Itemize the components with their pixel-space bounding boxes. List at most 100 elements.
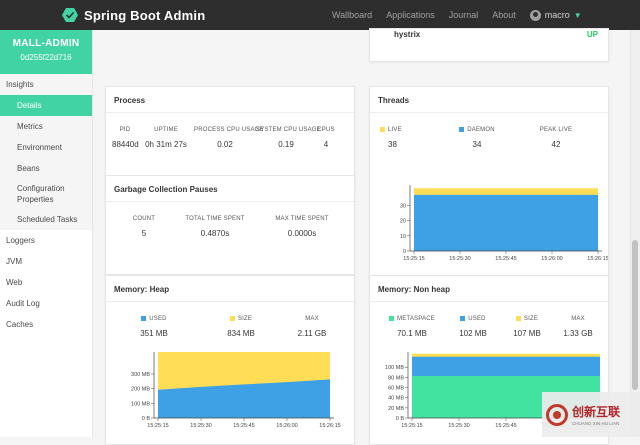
- sidebar-item-jvm[interactable]: JVM: [6, 257, 22, 266]
- y-tick-label: 300 MB: [131, 372, 150, 378]
- gc-card: Garbage Collection Pauses COUNT 5 TOTAL …: [105, 175, 355, 275]
- y-tick-label: 20 MB: [388, 406, 404, 412]
- x-tick-label: 15:25:45: [233, 423, 254, 429]
- stat-value: 102 MB: [459, 329, 487, 339]
- stat-label: DAEMON: [467, 127, 495, 134]
- scrollbar-thumb[interactable]: [632, 240, 638, 390]
- x-tick-label: 15:25:45: [495, 256, 516, 262]
- nav-link-about[interactable]: About: [492, 10, 516, 20]
- stat-value: 38: [388, 140, 397, 150]
- stat-daemon: DAEMON 34: [440, 127, 514, 149]
- watermark: 创新互联 CHUANG XIN HU LIAN: [542, 392, 640, 437]
- y-tick-label: 0 B: [396, 416, 405, 422]
- threads-card: Threads LIVE 38 DAEMON 34 PEAK LIVE 42 0…: [369, 86, 609, 278]
- stat-label: COUNT: [132, 216, 156, 222]
- x-tick-label: 15:25:15: [147, 423, 168, 429]
- size-swatch: [229, 316, 235, 321]
- stat-label: CPUS: [317, 127, 335, 133]
- stat-label: LIVE: [388, 127, 402, 134]
- stat-label: MAX: [305, 316, 319, 322]
- sidebar-item-caches[interactable]: Caches: [6, 320, 34, 329]
- y-tick-label: 60 MB: [388, 386, 404, 392]
- nav-link-wallboard[interactable]: Wallboard: [332, 10, 373, 20]
- user-menu[interactable]: macro ▼: [529, 9, 582, 21]
- x-tick-label: 15:26:00: [276, 423, 297, 429]
- application-name: MALL-ADMIN: [12, 38, 80, 49]
- watermark-cn: 创新互联: [572, 405, 621, 419]
- user-avatar-icon: [529, 9, 541, 21]
- series-area-used: [158, 379, 330, 418]
- application-header: MALL-ADMIN 0d255f22d716: [0, 30, 92, 74]
- stat-value: 42: [551, 140, 561, 149]
- x-tick-label: 15:25:15: [401, 423, 422, 429]
- stat-value: 70.1 MB: [397, 329, 427, 339]
- watermark-en: CHUANG XIN HU LIAN: [572, 421, 620, 426]
- brand-title: Spring Boot Admin: [84, 7, 206, 23]
- process-title: Process: [106, 87, 354, 113]
- x-tick-label: 15:26:15: [587, 256, 608, 262]
- stat-system-cpu: SYSTEM CPU USAGE 0.19: [256, 127, 321, 149]
- spring-boot-admin-logo-icon: [62, 8, 78, 22]
- stat-label: UPTIME: [154, 127, 178, 133]
- nav-link-journal[interactable]: Journal: [448, 10, 479, 20]
- x-tick-label: 15:25:45: [495, 423, 516, 429]
- sidebar-item-beans[interactable]: Beans: [0, 158, 92, 179]
- stat-nonheap-size: SIZE 107 MB: [504, 316, 550, 338]
- stat-metaspace: METASPACE 70.1 MB: [382, 316, 442, 338]
- y-tick-label: 30: [400, 203, 406, 209]
- sidebar-item-audit-log[interactable]: Audit Log: [6, 299, 40, 308]
- y-tick-label: 40 MB: [388, 396, 404, 402]
- stat-value: 2.11 GB: [297, 329, 327, 338]
- y-tick-label: 0: [403, 249, 406, 255]
- stat-value: 0.02: [217, 140, 233, 149]
- used-swatch: [141, 316, 147, 321]
- stat-gc-max-time: MAX TIME SPENT 0.0000s: [260, 216, 344, 238]
- sidebar-item-metrics[interactable]: Metrics: [0, 116, 92, 137]
- stat-heap-max: MAX 2.11 GB: [282, 316, 342, 338]
- stat-label: PROCESS CPU USAGE: [194, 127, 264, 133]
- stat-heap-size: SIZE 834 MB: [206, 316, 276, 338]
- x-tick-label: 15:25:15: [403, 256, 424, 262]
- stat-gc-count: COUNT 5: [118, 216, 170, 238]
- stat-label: METASPACE: [397, 316, 435, 323]
- y-tick-label: 100 MB: [385, 365, 404, 371]
- x-tick-label: 15:26:00: [541, 256, 562, 262]
- size-swatch: [515, 316, 521, 321]
- stat-label: MAX: [571, 316, 585, 322]
- sidebar-item-loggers[interactable]: Loggers: [6, 236, 35, 245]
- sidebar-item-scheduled-tasks[interactable]: Scheduled Tasks: [0, 209, 92, 230]
- stat-label: SIZE: [523, 316, 539, 323]
- sidebar-item-environment[interactable]: Environment: [0, 137, 92, 158]
- stat-pid: PID 88440d: [112, 127, 139, 149]
- stat-label: PEAK LIVE: [539, 127, 573, 133]
- y-tick-label: 100 MB: [131, 401, 150, 407]
- stat-value: 34: [472, 140, 482, 150]
- stat-value: 834 MB: [227, 329, 255, 339]
- memory-nonheap-title: Memory: Non heap: [370, 276, 608, 302]
- stat-nonheap-max: MAX 1.33 GB: [556, 316, 600, 338]
- daemon-swatch: [459, 127, 465, 132]
- x-tick-label: 15:25:30: [190, 423, 211, 429]
- stat-label: PID: [119, 127, 131, 133]
- stat-label: TOTAL TIME SPENT: [185, 216, 245, 222]
- stat-uptime: UPTIME 0h 31m 27s: [138, 127, 194, 149]
- y-tick-label: 20: [400, 219, 406, 225]
- stat-value: 5: [141, 229, 147, 238]
- stat-value: 107 MB: [513, 329, 541, 339]
- brand[interactable]: Spring Boot Admin: [62, 8, 205, 23]
- nav-link-applications[interactable]: Applications: [386, 10, 435, 20]
- threads-chart: 0 10 20 30 15:25:15 15:25:30 15:25:45 15:26:00 1…: [400, 185, 608, 262]
- heap-stats: USED 351 MB SIZE 834 MB MAX 2.11 GB: [124, 316, 342, 338]
- stat-gc-total-time: TOTAL TIME SPENT 0.4870s: [170, 216, 260, 238]
- sidebar-item-insights[interactable]: Insights: [0, 74, 92, 95]
- sidebar-item-details[interactable]: Details: [0, 95, 92, 116]
- x-tick-label: 15:26:15: [319, 423, 340, 429]
- scrollbar-track[interactable]: [630, 30, 640, 437]
- sidebar-item-configuration-properties[interactable]: Configuration Properties: [0, 179, 92, 209]
- stat-value: 4: [323, 140, 329, 149]
- sidebar-item-web[interactable]: Web: [6, 278, 23, 287]
- main-content: hystrix UP Process PID 88440d UPTIME 0h …: [93, 28, 630, 445]
- y-tick-label: 0 B: [142, 416, 151, 422]
- heap-chart: 0 B 100 MB 200 MB 300 MB 15:25:15 15:25:30 15:…: [131, 352, 341, 429]
- user-name: macro: [544, 10, 570, 20]
